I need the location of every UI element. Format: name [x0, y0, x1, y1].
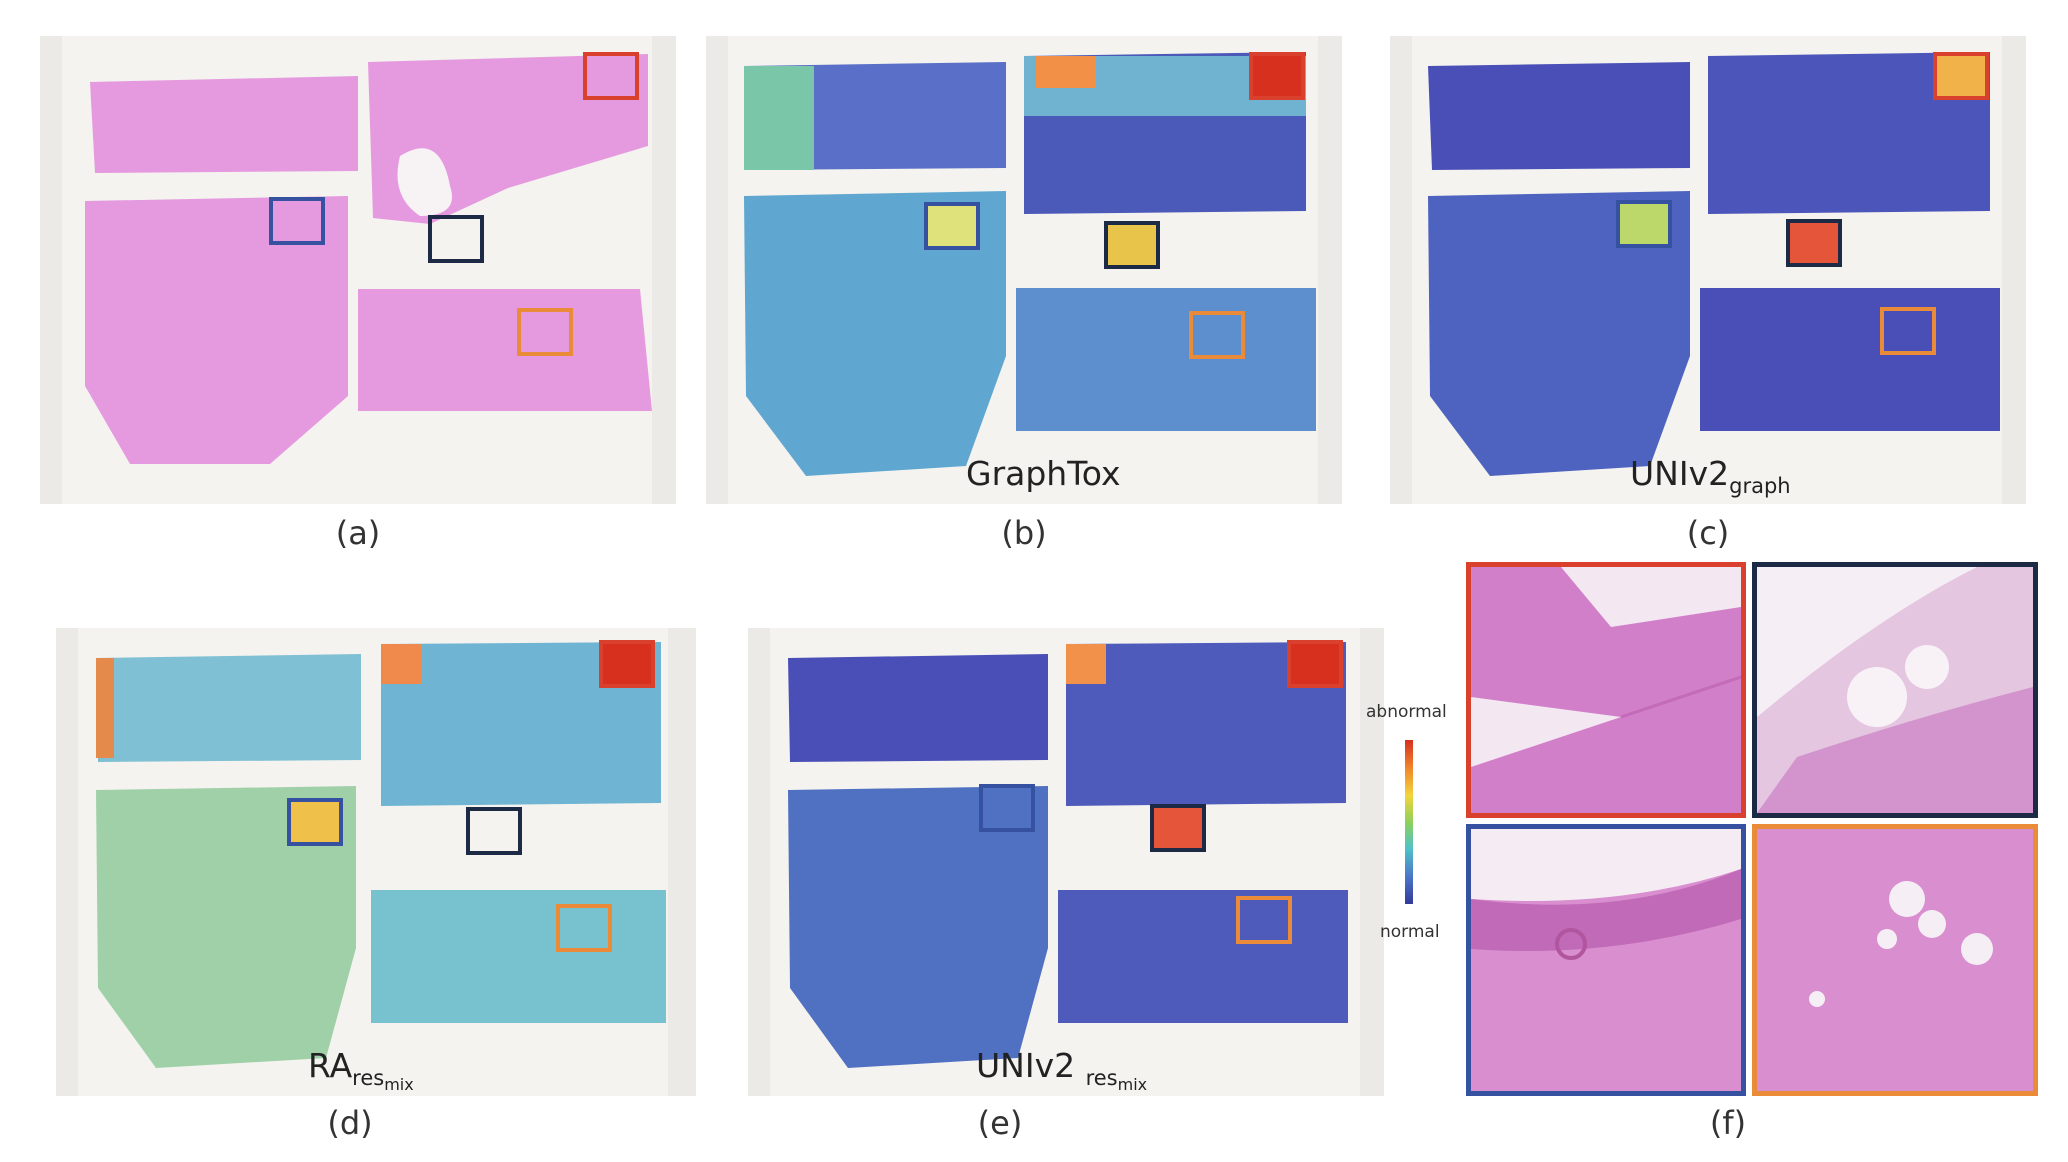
heatmap-c — [1412, 36, 2002, 504]
zoom-tile-orange — [1752, 824, 2038, 1096]
caption-e: (e) — [977, 1104, 1023, 1142]
zoom-red-tissue — [1471, 567, 1741, 813]
panel-a-slide — [40, 36, 676, 504]
caption-c: (c) — [1686, 514, 1730, 552]
panel-d-heatmap: RAresmix — [56, 628, 696, 1096]
model-label-graphtox: GraphTox — [966, 454, 1121, 493]
model-label-ra-resmix: RAresmix — [308, 1046, 414, 1094]
legend-abnormal-label: abnormal — [1366, 702, 1447, 722]
zoom-tile-navy — [1752, 562, 2038, 818]
caption-d: (d) — [327, 1104, 373, 1142]
model-label-univ2-graph: UNIv2graph — [1630, 454, 1791, 498]
zoom-tile-red — [1466, 562, 1746, 818]
heatmap-e — [770, 628, 1360, 1096]
panel-b-heatmap: GraphTox — [706, 36, 1342, 504]
zoom-tile-blue — [1466, 824, 1746, 1096]
panel-c-heatmap: UNIv2graph — [1390, 36, 2026, 504]
model-label-univ2-resmix: UNIv2 resmix — [976, 1046, 1148, 1094]
zoom-blue-tissue — [1471, 829, 1741, 1091]
caption-b: (b) — [1001, 514, 1047, 552]
heatmap-d — [78, 628, 668, 1096]
heatmap-b — [728, 36, 1318, 504]
legend-normal-label: normal — [1380, 922, 1440, 942]
slide-a-tissue — [62, 36, 652, 504]
caption-f: (f) — [1709, 1104, 1747, 1142]
zoom-navy-tissue — [1757, 567, 2033, 813]
panel-e-heatmap: UNIv2 resmix — [748, 628, 1384, 1096]
caption-a: (a) — [335, 514, 381, 552]
legend-colorbar — [1405, 740, 1413, 904]
zoom-orange-tissue — [1757, 829, 2033, 1091]
